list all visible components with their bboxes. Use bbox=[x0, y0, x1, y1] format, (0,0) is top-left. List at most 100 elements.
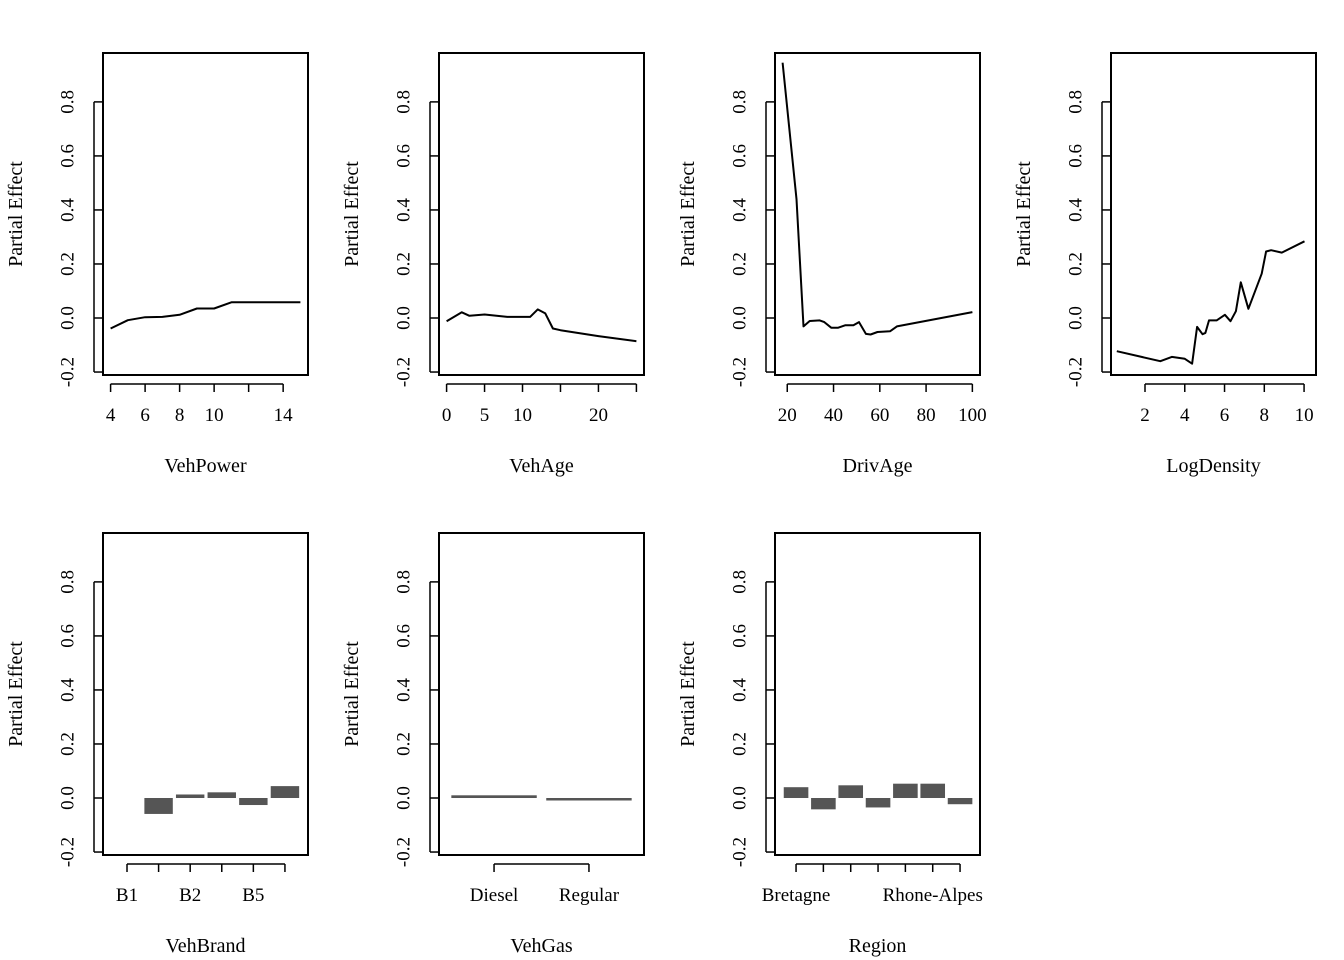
bar bbox=[865, 798, 891, 808]
panel-vehpower: -0.2 0.0 0.2 0.4 0.6 0.8 Partial Effect 4 6 8 10 14… bbox=[5, 52, 309, 477]
y-tick-label: 0.8 bbox=[730, 90, 751, 114]
x-axis-label: LogDensity bbox=[1166, 455, 1260, 477]
y-axis-label: Partial Effect bbox=[5, 641, 27, 747]
x-tick-label: 80 bbox=[917, 405, 936, 426]
y-tick-label: 0.2 bbox=[394, 252, 415, 276]
bar bbox=[783, 787, 809, 799]
y-tick-label: -0.2 bbox=[58, 357, 79, 387]
x-axis-label: VehBrand bbox=[166, 935, 246, 957]
x-axis-label: VehPower bbox=[164, 455, 247, 477]
y-tick-label: -0.2 bbox=[394, 357, 415, 387]
panel-region: -0.2 0.0 0.2 0.4 0.6 0.8 Partial Effect Bretagn… bbox=[677, 532, 983, 957]
y-tick-label: 0.4 bbox=[1066, 198, 1087, 222]
y-tick-label: 0.8 bbox=[58, 570, 79, 594]
x-tick-label: 8 bbox=[1260, 405, 1270, 426]
y-tick-label: 0.0 bbox=[730, 786, 751, 810]
bar bbox=[144, 798, 173, 814]
x-tick-label: 6 bbox=[1220, 405, 1230, 426]
y-tick-label: 0.6 bbox=[730, 144, 751, 168]
x-tick-label: 10 bbox=[1295, 405, 1314, 426]
y-tick-label: 0.6 bbox=[394, 624, 415, 648]
x-tick-label: 20 bbox=[589, 405, 608, 426]
partial-effect-line bbox=[110, 301, 301, 330]
y-tick-label: 0.6 bbox=[58, 144, 79, 168]
y-tick-label: 0.4 bbox=[730, 198, 751, 222]
plot-box bbox=[774, 52, 981, 376]
y-tick-label: 0.4 bbox=[58, 678, 79, 702]
y-axis-label: Partial Effect bbox=[341, 161, 363, 267]
y-tick-label: 0.8 bbox=[394, 570, 415, 594]
plot-box bbox=[1110, 52, 1317, 376]
y-tick-label: 0.0 bbox=[730, 306, 751, 330]
y-tick-label: 0.0 bbox=[1066, 306, 1087, 330]
y-tick-label: 0.4 bbox=[730, 678, 751, 702]
partial-effect-line bbox=[446, 308, 637, 343]
y-tick-label: 0.2 bbox=[730, 732, 751, 756]
panel-logdensity: -0.2 0.0 0.2 0.4 0.6 0.8 Partial Effect 2 4 6 8 10 L… bbox=[1013, 52, 1317, 477]
bar bbox=[207, 792, 236, 799]
y-tick-label: 0.8 bbox=[394, 90, 415, 114]
plot-box bbox=[774, 532, 981, 856]
x-tick-label: 100 bbox=[958, 405, 987, 426]
y-tick-label: 0.0 bbox=[58, 786, 79, 810]
y-tick-label: 0.6 bbox=[58, 624, 79, 648]
x-tick-label: 6 bbox=[140, 405, 150, 426]
x-tick-label: 10 bbox=[205, 405, 224, 426]
x-tick-label: 60 bbox=[870, 405, 889, 426]
y-tick-label: 0.4 bbox=[394, 198, 415, 222]
y-tick-label: -0.2 bbox=[58, 837, 79, 867]
plot-box bbox=[438, 532, 645, 856]
x-tick-label: B2 bbox=[179, 885, 201, 906]
y-tick-label: 0.2 bbox=[394, 732, 415, 756]
y-tick-label: 0.2 bbox=[58, 252, 79, 276]
panel-vehage: -0.2 0.0 0.2 0.4 0.6 0.8 Partial Effect 0 5 10 20 V… bbox=[341, 52, 645, 477]
x-tick-label: 2 bbox=[1140, 405, 1150, 426]
x-tick-label: Bretagne bbox=[762, 885, 831, 906]
x-tick-label: 5 bbox=[480, 405, 490, 426]
panel-vehgas: -0.2 0.0 0.2 0.4 0.6 0.8 Partial Effect Diesel R… bbox=[341, 532, 645, 957]
bar bbox=[451, 795, 537, 799]
x-axis-label: VehAge bbox=[509, 455, 574, 477]
y-tick-label: 0.2 bbox=[730, 252, 751, 276]
y-tick-label: 0.0 bbox=[394, 306, 415, 330]
y-tick-label: -0.2 bbox=[730, 837, 751, 867]
y-tick-label: 0.8 bbox=[58, 90, 79, 114]
x-tick-label: 4 bbox=[106, 405, 116, 426]
bar bbox=[546, 798, 632, 801]
x-axis-label: Region bbox=[849, 935, 907, 957]
bar bbox=[175, 794, 205, 799]
x-tick-label: Rhone-Alpes bbox=[883, 885, 983, 906]
y-tick-label: 0.2 bbox=[1066, 252, 1087, 276]
y-tick-label: 0.8 bbox=[730, 570, 751, 594]
x-tick-label: 14 bbox=[274, 405, 294, 426]
y-axis-label: Partial Effect bbox=[341, 641, 363, 747]
y-axis-label: Partial Effect bbox=[5, 161, 27, 267]
y-tick-label: -0.2 bbox=[394, 837, 415, 867]
y-tick-label: -0.2 bbox=[1066, 357, 1087, 387]
partial-effect-line bbox=[1116, 240, 1305, 365]
panel-vehbrand: -0.2 0.0 0.2 0.4 0.6 0.8 Partial Effect B1 B2 B5 V… bbox=[5, 532, 309, 957]
plot-box bbox=[102, 532, 309, 856]
x-tick-label: B1 bbox=[116, 885, 138, 906]
x-tick-label: 40 bbox=[824, 405, 843, 426]
y-tick-label: -0.2 bbox=[730, 357, 751, 387]
panel-drivage: -0.2 0.0 0.2 0.4 0.6 0.8 Partial Effect 20 40 60 8… bbox=[677, 52, 987, 477]
plot-box bbox=[438, 52, 645, 376]
x-tick-label: 0 bbox=[442, 405, 452, 426]
x-tick-label: Diesel bbox=[470, 885, 519, 906]
x-tick-label: 10 bbox=[513, 405, 532, 426]
bar bbox=[947, 798, 973, 805]
y-tick-label: 0.6 bbox=[394, 144, 415, 168]
y-tick-label: 0.0 bbox=[58, 306, 79, 330]
x-tick-label: 8 bbox=[175, 405, 185, 426]
y-tick-label: 0.8 bbox=[1066, 90, 1087, 114]
x-tick-label: 20 bbox=[778, 405, 797, 426]
bar bbox=[270, 786, 300, 799]
y-tick-label: 0.0 bbox=[394, 786, 415, 810]
partial-effect-line bbox=[781, 62, 973, 336]
bar bbox=[838, 785, 864, 799]
y-tick-label: 0.6 bbox=[730, 624, 751, 648]
x-axis-label: VehGas bbox=[510, 935, 572, 957]
y-tick-label: 0.4 bbox=[394, 678, 415, 702]
